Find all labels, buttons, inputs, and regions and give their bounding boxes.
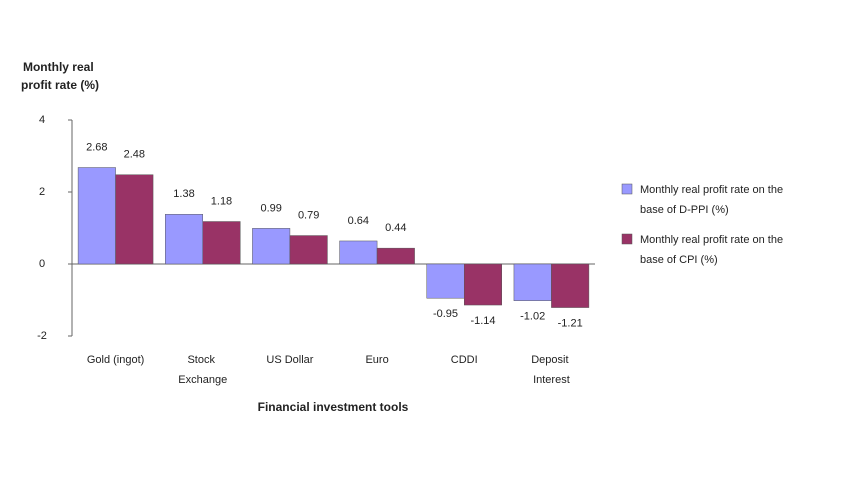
y-axis-title: Monthly real profit rate (%) <box>21 60 99 92</box>
value-label: -0.95 <box>433 308 458 320</box>
bar <box>289 235 328 265</box>
legend-label: Monthly real profit rate on the base of … <box>640 184 786 216</box>
x-tick-label: CDDI <box>451 354 478 366</box>
bar <box>513 263 552 301</box>
legend-label: Monthly real profit rate on the base of … <box>640 234 786 266</box>
bar <box>551 263 590 308</box>
bar <box>464 263 502 306</box>
value-label: 1.38 <box>173 188 194 200</box>
value-label: -1.21 <box>558 317 583 329</box>
bar <box>339 240 378 265</box>
x-tick-label: US Dollar <box>266 354 313 366</box>
bar <box>77 167 116 265</box>
bar <box>252 228 291 265</box>
x-tick-label: Deposit Interest <box>531 354 571 386</box>
value-label: 0.64 <box>348 215 369 227</box>
bar <box>426 263 465 299</box>
legend-swatch <box>621 233 633 245</box>
value-label: 0.79 <box>298 209 319 221</box>
bar <box>202 221 241 265</box>
bar <box>376 247 415 265</box>
y-tick-label: 2 <box>39 186 45 198</box>
value-label: 0.99 <box>260 202 281 214</box>
x-tick-label: Stock Exchange <box>178 354 227 386</box>
y-tick-label: 0 <box>39 258 45 270</box>
value-label: -1.02 <box>520 311 545 323</box>
bar <box>115 174 154 265</box>
value-label: 1.18 <box>211 195 232 207</box>
y-tick-label: -2 <box>37 330 47 342</box>
bar <box>165 214 203 265</box>
value-label: 2.48 <box>124 149 145 161</box>
x-tick-label: Gold (ingot) <box>87 354 144 366</box>
x-tick-label: Euro <box>365 354 388 366</box>
y-tick-label: 4 <box>39 114 45 126</box>
value-label: 2.68 <box>86 141 107 153</box>
x-axis-title: Financial investment tools <box>258 400 409 414</box>
legend-swatch <box>621 183 633 195</box>
value-label: -1.14 <box>470 315 495 327</box>
value-label: 0.44 <box>385 222 406 234</box>
